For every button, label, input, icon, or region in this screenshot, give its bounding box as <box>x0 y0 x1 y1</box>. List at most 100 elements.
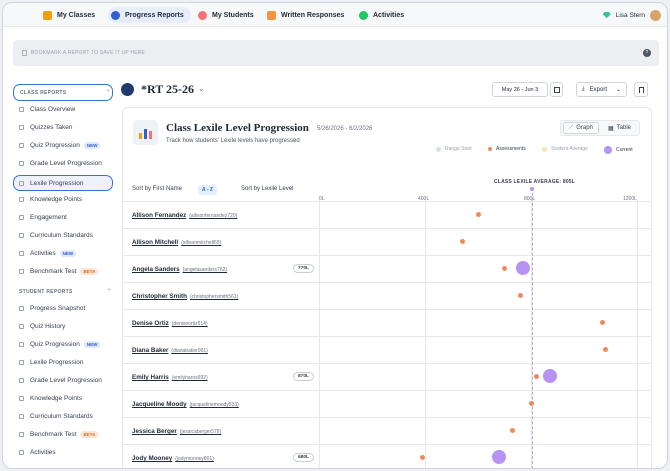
student-handle: (angelasanders762) <box>182 267 228 273</box>
student-row: Emily Harris (emilyharris692) 870L <box>123 363 651 390</box>
help-icon[interactable]: ? <box>643 49 651 57</box>
report-item-icon <box>19 125 24 130</box>
current-point[interactable] <box>492 450 507 464</box>
pencil-icon <box>267 10 276 20</box>
assessment-point[interactable] <box>459 238 465 244</box>
sidebar-item-activities[interactable]: Activities <box>19 446 56 459</box>
table-icon: ▦ <box>608 125 614 132</box>
date-range-button[interactable]: May 26 - Jun 3 <box>492 82 548 97</box>
student-name: Jody Mooney <box>132 455 173 462</box>
student-name-link[interactable]: Emily Harris (emilyharris692) <box>132 374 208 381</box>
report-card <box>122 107 652 468</box>
sidebar-item-activities[interactable]: Activities NEW <box>19 247 77 260</box>
class-title[interactable]: *RT 25-26 <box>141 82 195 96</box>
assessment-point[interactable] <box>602 346 608 352</box>
report-item-icon <box>19 143 24 148</box>
nav-my-students[interactable]: My Students <box>198 7 254 23</box>
sidebar-item-benchmark-test[interactable]: Benchmark Test BETA <box>19 265 99 278</box>
student-name-link[interactable]: Allison Fernandez (allisonfernandez720) <box>132 212 237 219</box>
sidebar-item-quiz-progression[interactable]: Quiz Progression NEW <box>19 338 101 351</box>
class-reports-header[interactable]: CLASS REPORTS ⌃ <box>13 84 113 101</box>
sidebar-item-class-overview[interactable]: Class Overview <box>19 103 75 116</box>
report-item-icon <box>19 215 24 220</box>
assessment-point[interactable] <box>528 400 534 406</box>
calendar-button[interactable] <box>550 82 563 97</box>
student-name-link[interactable]: Angela Sanders (angelasanders762) <box>132 266 227 273</box>
sidebar-item-progress-snapshot[interactable]: Progress Snapshot <box>19 302 85 315</box>
chevron-down-icon[interactable]: ⌄ <box>198 84 205 93</box>
sidebar-item-curriculum-standards[interactable]: Curriculum Standards <box>19 229 93 242</box>
class-average-label: CLASS LEXILE AVERAGE: 805L <box>494 179 576 185</box>
user-menu[interactable]: Lisa Stern <box>602 7 661 23</box>
sidebar-item-quiz-progression[interactable]: Quiz Progression NEW <box>19 139 101 152</box>
grid-line <box>531 200 532 468</box>
sidebar-item-benchmark-test[interactable]: Benchmark Test BETA <box>19 428 99 441</box>
report-item-icon <box>19 324 24 329</box>
export-button[interactable]: ⤓ Export ⌄ <box>576 82 627 97</box>
sidebar-item-curriculum-standards[interactable]: Curriculum Standards <box>19 410 93 423</box>
legend-student-average: Student Average <box>542 146 588 152</box>
nav-my-classes[interactable]: My Classes <box>43 7 95 23</box>
sidebar-item-quizzes-taken[interactable]: Quizzes Taken <box>19 121 73 134</box>
report-item-icon <box>19 197 24 202</box>
assessment-point[interactable] <box>533 373 539 379</box>
student-name-link[interactable]: Diana Baker (dianabaker961) <box>132 347 208 354</box>
rocket-icon <box>121 83 134 96</box>
sidebar-item-knowledge-points[interactable]: Knowledge Points <box>19 392 82 405</box>
student-name-link[interactable]: Allison Mitchell (allisonmitchell69) <box>132 239 221 246</box>
student-icon <box>198 10 207 20</box>
sort-first-name[interactable]: Sort by First Name <box>132 186 183 192</box>
sidebar-item-label: Curriculum Standards <box>30 413 93 420</box>
report-item-icon <box>19 432 24 437</box>
nav-progress-reports[interactable]: Progress Reports <box>108 7 191 23</box>
download-icon: ⤓ <box>581 86 585 92</box>
current-point[interactable] <box>516 261 531 275</box>
sort-az-button[interactable]: A - Z <box>198 185 217 195</box>
assessment-point[interactable] <box>475 211 481 217</box>
assessment-point[interactable] <box>600 319 606 325</box>
student-row: Allison Fernandez (allisonfernandez720) <box>123 201 651 228</box>
report-item-icon <box>19 233 24 238</box>
student-name: Allison Fernandez <box>132 212 187 219</box>
grid-line <box>637 200 638 468</box>
sidebar-item-label: Class Overview <box>30 106 76 113</box>
bookmark-icon <box>639 87 644 93</box>
sidebar-item-quiz-history[interactable]: Quiz History <box>19 320 65 333</box>
graph-toggle[interactable]: ⟋ Graph <box>563 122 599 134</box>
current-point[interactable] <box>542 369 557 383</box>
sidebar-item-engagement[interactable]: Engagement <box>19 211 67 224</box>
student-name: Emily Harris <box>132 374 169 381</box>
bookmark-button[interactable] <box>634 82 648 97</box>
assessment-point[interactable] <box>509 427 515 433</box>
sidebar-item-lexile-progression[interactable]: Lexile Progression <box>19 356 83 369</box>
sidebar-item-lexile-progression[interactable]: Lexile Progression <box>13 175 113 191</box>
sidebar-item-grade-level-progression[interactable]: Grade Level Progression <box>19 374 102 387</box>
sort-lexile-level[interactable]: Sort by Lexile Level <box>241 186 294 192</box>
report-item-icon <box>19 396 24 401</box>
assessment-point[interactable] <box>517 292 523 298</box>
assessment-point[interactable] <box>419 454 425 460</box>
top-nav: My Classes Progress Reports My Students … <box>3 3 667 27</box>
student-name-link[interactable]: Jody Mooney (jodymooney801) <box>132 455 214 462</box>
student-reports-header[interactable]: STUDENT REPORTS ⌃ <box>19 288 112 296</box>
sidebar-item-label: Activities <box>30 449 56 456</box>
report-item-icon <box>19 360 24 365</box>
report-date-range: 5/26/2026 - 6/2/2026 <box>317 126 373 132</box>
sidebar-item-label: Lexile Progression <box>30 179 84 187</box>
nav-activities[interactable]: Activities <box>359 7 404 23</box>
student-name-link[interactable]: Christopher Smith (christophersmith561) <box>132 293 238 300</box>
student-name-link[interactable]: Jacqueline Moody (jacquelinemoody533) <box>132 401 239 408</box>
nav-written-responses[interactable]: Written Responses <box>267 7 344 23</box>
table-toggle[interactable]: ▦ Table <box>608 125 632 132</box>
assessment-point[interactable] <box>502 265 507 271</box>
student-name: Jacqueline Moody <box>132 401 187 408</box>
student-name-link[interactable]: Denise Ortiz (deniseortiz514) <box>132 320 208 327</box>
sidebar-item-grade-level-progression[interactable]: Grade Level Progression <box>19 157 102 170</box>
new-badge: NEW <box>59 250 77 257</box>
sidebar-item-knowledge-points[interactable]: Knowledge Points <box>19 193 82 206</box>
student-handle: (christophersmith561) <box>189 294 239 300</box>
report-item-icon <box>19 269 24 274</box>
report-item-icon <box>19 378 24 383</box>
student-name-link[interactable]: Jessica Berger (jessicaberger578) <box>132 428 221 435</box>
report-title: Class Lexile Level Progression <box>166 122 309 134</box>
